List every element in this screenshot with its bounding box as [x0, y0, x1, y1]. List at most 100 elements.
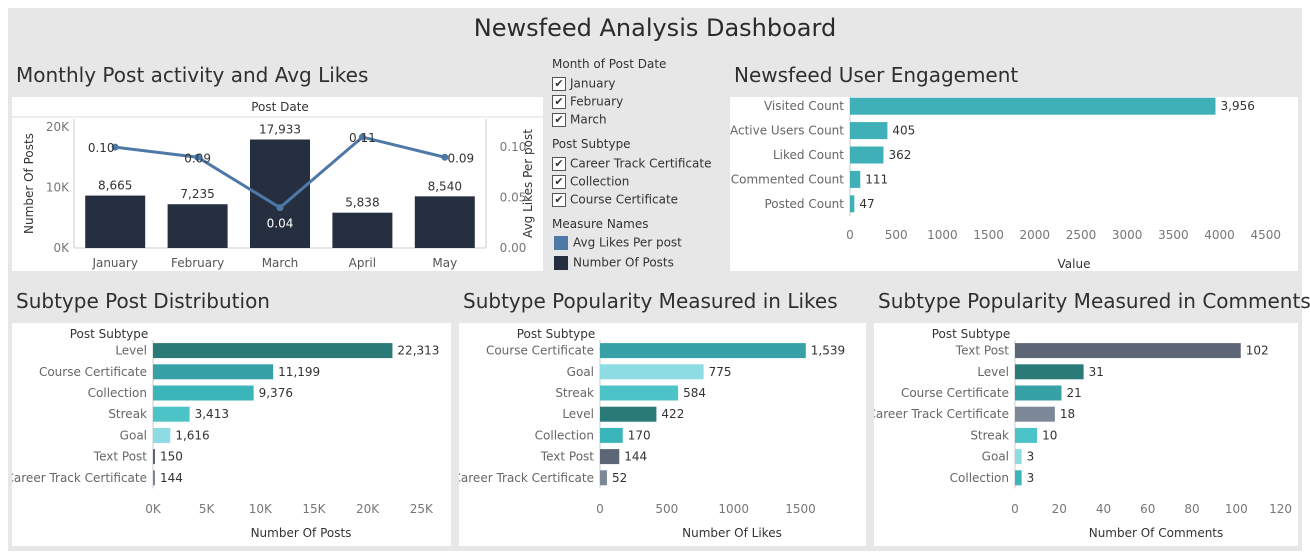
x-tick-label: 1000 — [718, 502, 749, 516]
x-tick-label: 0 — [596, 502, 604, 516]
month-filter-item[interactable]: ✔ January — [552, 75, 616, 91]
checkbox-icon[interactable]: ✔ — [552, 112, 566, 127]
x-tick-label: 40 — [1096, 502, 1111, 516]
x-tick-label: 60 — [1140, 502, 1155, 516]
x-tick-label: April — [349, 256, 376, 270]
y-axis-title: Number Of Posts — [22, 133, 36, 234]
checkbox-icon[interactable]: ✔ — [552, 156, 566, 171]
likes-chart: Post Subtype Course Certificate 1,539 Goal 7… — [453, 327, 846, 540]
x-tick-label: 120 — [1269, 502, 1292, 516]
dashboard-title: Newsfeed Analysis Dashboard — [473, 14, 837, 42]
y-tick-label: 0K — [53, 241, 70, 255]
month-filter-item[interactable]: ✔ February — [552, 93, 623, 109]
bar — [153, 385, 254, 401]
bar-label: 775 — [709, 365, 732, 379]
line-point-label: 0.09 — [184, 151, 211, 165]
subtype-distribution-panel: Post Subtype Level 22,313 Course Certificat… — [6, 323, 451, 546]
month-filter-title: Month of Post Date — [552, 57, 667, 71]
bar — [600, 449, 620, 465]
line-point — [276, 204, 284, 212]
bar-label: 362 — [888, 148, 911, 162]
bar-label: 17,933 — [259, 123, 301, 137]
bar — [600, 343, 806, 359]
bar — [153, 364, 274, 380]
category-label: Collection — [88, 386, 147, 400]
category-label: Streak — [970, 428, 1009, 442]
category-label: Commented Count — [731, 172, 845, 186]
bar — [850, 97, 1216, 115]
bar-label: 102 — [1246, 344, 1269, 358]
x-tick-label: 4500 — [1250, 228, 1281, 242]
bar — [414, 196, 475, 248]
bar-label: 22,313 — [397, 344, 439, 358]
subtype-filter-item[interactable]: ✔ Career Track Certificate — [552, 155, 711, 171]
line-point — [441, 153, 449, 161]
category-label: Level — [977, 365, 1009, 379]
x-tick-label: 15K — [302, 502, 326, 516]
bar-label: 144 — [160, 471, 183, 485]
bar-label: 3 — [1027, 471, 1035, 485]
bar-label: 584 — [683, 386, 706, 400]
category-label: Active Users Count — [730, 124, 844, 138]
checkbox-icon[interactable]: ✔ — [552, 174, 566, 189]
x-axis-title: Number Of Comments — [1089, 526, 1224, 540]
category-label: Posted Count — [764, 197, 844, 211]
bar-label: 422 — [661, 407, 684, 421]
category-label: Level — [115, 344, 147, 358]
category-label: Course Certificate — [486, 344, 594, 358]
category-label: Goal — [567, 365, 594, 379]
category-label: Text Post — [540, 450, 594, 464]
checkbox-icon[interactable]: ✔ — [552, 94, 566, 109]
x-axis-title: Value — [1058, 257, 1091, 271]
subtype-filter-item[interactable]: ✔ Course Certificate — [552, 191, 678, 207]
x-tick-label: 0 — [846, 228, 854, 242]
checkbox-icon[interactable]: ✔ — [552, 76, 566, 91]
bar-label: 18 — [1060, 407, 1075, 421]
x-tick-label: 4000 — [1204, 228, 1235, 242]
legend-swatch — [554, 235, 568, 250]
month-filter-item[interactable]: ✔ March — [552, 111, 607, 127]
bar — [600, 470, 607, 486]
bar — [85, 195, 146, 248]
bar — [153, 427, 171, 443]
bar-label: 52 — [612, 471, 627, 485]
x-tick-label: January — [91, 256, 138, 270]
bar-label: 111 — [865, 172, 888, 186]
bar — [153, 343, 393, 359]
subtype-filter-item[interactable]: ✔ Collection — [552, 173, 629, 189]
bar-label: 405 — [892, 124, 915, 138]
measure-legend-title: Measure Names — [552, 217, 649, 231]
bar-label: 11,199 — [278, 365, 320, 379]
bar-label: 150 — [160, 450, 183, 464]
monthly-section-title: Monthly Post activity and Avg Likes — [16, 63, 369, 87]
category-label: Level — [562, 407, 594, 421]
monthly-chart: Post Date 0K 10K 20K 0.00 0.05 0.10 Number Of P… — [12, 100, 543, 270]
bar-label: 7,235 — [180, 187, 214, 201]
x-tick-label: 0 — [1011, 502, 1019, 516]
bar — [1015, 343, 1241, 359]
bar-label: 3,413 — [195, 407, 229, 421]
line-point-label: 0.11 — [349, 131, 376, 145]
y-tick-label: 10K — [46, 181, 70, 195]
engagement-section-title: Newsfeed User Engagement — [734, 63, 1019, 87]
bar — [153, 470, 155, 486]
y2-tick-label: 0.10 — [500, 140, 527, 154]
subtype-distribution-section-title: Subtype Post Distribution — [16, 289, 270, 313]
bar — [167, 204, 228, 248]
x-tick-label: 3000 — [1112, 228, 1143, 242]
bar-label: 5,838 — [345, 196, 379, 210]
legend-item-avg-likes: Avg Likes Per post — [554, 234, 682, 250]
likes-section-title: Subtype Popularity Measured in Likes — [463, 289, 838, 313]
checkbox-icon[interactable]: ✔ — [552, 192, 566, 207]
x-tick-label: 20K — [356, 502, 380, 516]
bar — [600, 385, 679, 401]
x-tick-label: 2000 — [1020, 228, 1051, 242]
category-label: Collection — [535, 428, 594, 442]
y2-tick-label: 0.00 — [500, 241, 527, 255]
bar-label: 8,540 — [428, 179, 462, 193]
category-label: Streak — [555, 386, 594, 400]
category-label: Liked Count — [773, 148, 844, 162]
bar — [153, 406, 190, 422]
bar-label: 3,956 — [1221, 99, 1255, 113]
bar — [1015, 470, 1022, 486]
